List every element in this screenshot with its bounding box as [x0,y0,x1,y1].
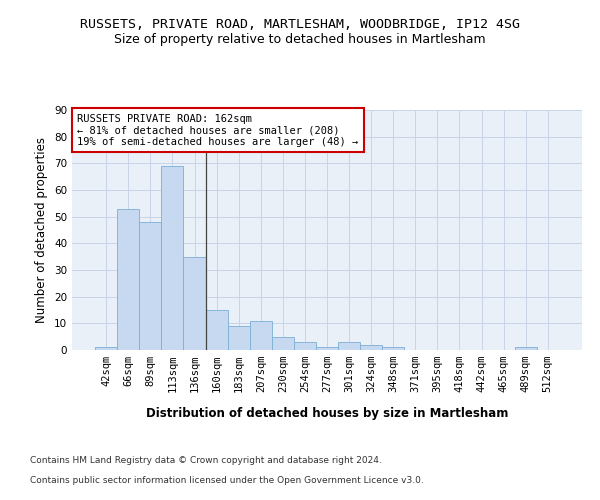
Bar [227,326,250,350]
Bar [95,348,117,350]
Text: Contains HM Land Registry data © Crown copyright and database right 2024.: Contains HM Land Registry data © Crown c… [30,456,382,465]
Text: Distribution of detached houses by size in Martlesham: Distribution of detached houses by size … [146,408,508,420]
Bar [139,222,161,350]
Bar [338,342,360,350]
Bar [206,310,227,350]
Bar [382,348,404,350]
Bar [272,336,294,350]
Bar [515,348,537,350]
Y-axis label: Number of detached properties: Number of detached properties [35,137,49,323]
Text: RUSSETS PRIVATE ROAD: 162sqm
← 81% of detached houses are smaller (208)
19% of s: RUSSETS PRIVATE ROAD: 162sqm ← 81% of de… [77,114,358,147]
Bar [184,256,206,350]
Bar [161,166,184,350]
Text: RUSSETS, PRIVATE ROAD, MARTLESHAM, WOODBRIDGE, IP12 4SG: RUSSETS, PRIVATE ROAD, MARTLESHAM, WOODB… [80,18,520,30]
Bar [316,348,338,350]
Bar [250,320,272,350]
Text: Contains public sector information licensed under the Open Government Licence v3: Contains public sector information licen… [30,476,424,485]
Text: Size of property relative to detached houses in Martlesham: Size of property relative to detached ho… [114,32,486,46]
Bar [294,342,316,350]
Bar [360,344,382,350]
Bar [117,208,139,350]
